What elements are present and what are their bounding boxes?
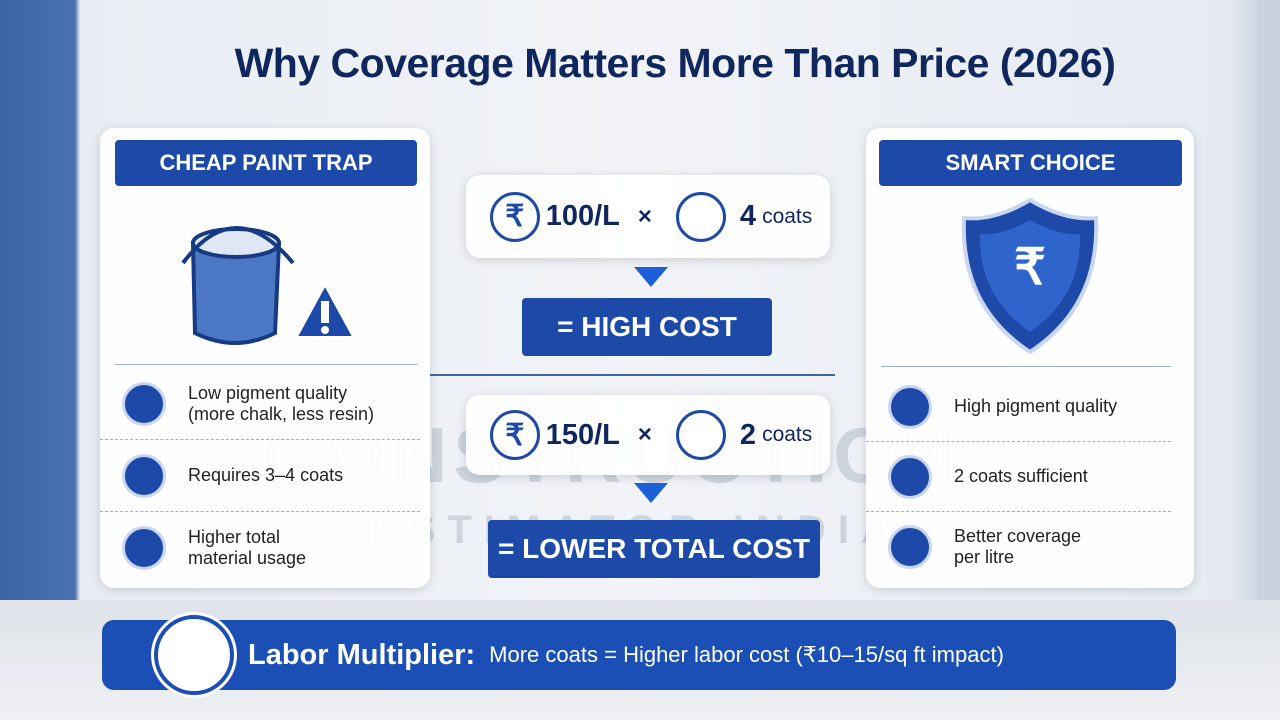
times: × — [637, 202, 652, 230]
item-text: 2 coats sufficient — [954, 466, 1088, 486]
coats: 4 — [739, 200, 757, 232]
icon — [122, 381, 166, 426]
shield-symbol: ₹ — [1014, 239, 1046, 295]
times: × — [637, 421, 652, 448]
currency-icon: ₹ — [489, 191, 540, 242]
icon — [888, 454, 932, 499]
worker-icon — [154, 615, 234, 695]
result: = HIGH COST — [522, 298, 772, 356]
comparison-box: ₹150/L × 2 coats — [466, 395, 830, 475]
item-text: Requires 3–4 coats — [188, 465, 344, 485]
divider — [881, 366, 1171, 367]
divider — [430, 374, 835, 376]
arrow — [634, 267, 668, 287]
footer-bar: Labor Multiplier: More coats = Higher la… — [102, 615, 1176, 695]
comparison-box: ₹100/L × 4 coats — [466, 175, 830, 258]
item-list: Low pigment quality (more chalk, less re… — [100, 368, 420, 584]
footer-text: More coats = Higher labor cost (₹10–15/s… — [489, 642, 1004, 667]
item-text: High pigment quality — [954, 396, 1118, 416]
coats-unit: coats — [762, 204, 813, 228]
item-text: Higher total material usage — [188, 527, 307, 568]
currency-icon: ₹ — [489, 410, 540, 460]
icon — [888, 384, 932, 429]
paint-bucket-icon — [181, 226, 359, 345]
title: Why Coverage Matters More Than Price (20… — [234, 40, 1116, 86]
result: = LOWER TOTAL COST — [488, 520, 820, 578]
list-item: Requires 3–4 coats — [100, 440, 420, 512]
right-card: SMART CHOICE ₹ High pigment quality 2 co… — [866, 128, 1194, 588]
icon — [122, 526, 166, 570]
shield-icon — [961, 197, 1099, 355]
left-card: CHEAP PAINT TRAP Low pigment quality (mo… — [100, 128, 430, 588]
item-list: High pigment quality 2 coats sufficient … — [866, 372, 1171, 582]
list-item: Low pigment quality (more chalk, less re… — [100, 368, 420, 440]
list-item: High pigment quality — [866, 372, 1171, 442]
price: 100/L — [545, 200, 620, 232]
divider — [115, 364, 417, 365]
roller-icon — [675, 191, 726, 242]
roller-icon — [675, 410, 726, 460]
card-heading: SMART CHOICE — [879, 140, 1182, 186]
list-item: Better coverage per litre — [866, 512, 1171, 582]
card-heading: CHEAP PAINT TRAP — [115, 140, 417, 186]
coats: 2 — [739, 418, 757, 451]
arrow — [634, 483, 668, 503]
list-item: Higher total material usage — [100, 512, 420, 584]
price: 150/L — [545, 418, 620, 451]
item-text: Low pigment quality (more chalk, less re… — [188, 382, 375, 424]
icon — [122, 453, 166, 498]
list-item: 2 coats sufficient — [866, 442, 1171, 512]
icon — [888, 525, 932, 569]
coats-unit: coats — [762, 423, 813, 446]
item-text: Better coverage per litre — [954, 526, 1082, 567]
footer-label: Labor Multiplier: — [248, 638, 476, 671]
